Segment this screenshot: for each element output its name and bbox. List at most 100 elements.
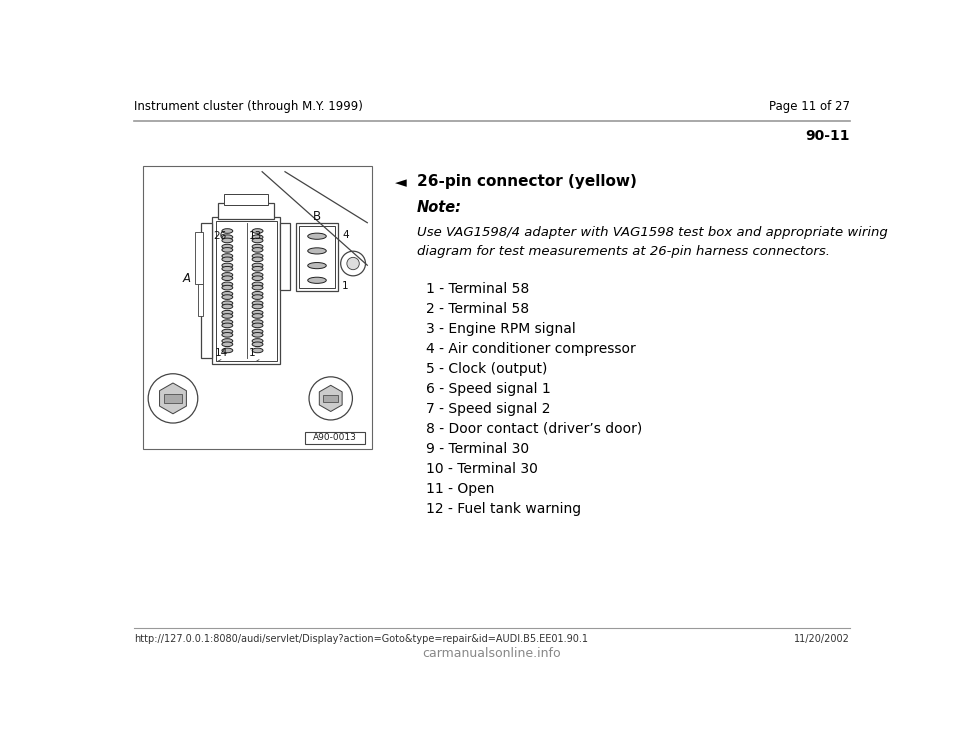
Text: 7 - Speed signal 2: 7 - Speed signal 2 — [426, 401, 551, 416]
Ellipse shape — [222, 254, 232, 258]
Ellipse shape — [252, 348, 263, 352]
Text: 10 - Terminal 30: 10 - Terminal 30 — [426, 462, 538, 476]
Ellipse shape — [252, 342, 263, 347]
Ellipse shape — [222, 329, 232, 334]
Text: A: A — [182, 272, 190, 286]
Text: Page 11 of 27: Page 11 of 27 — [769, 100, 850, 113]
Bar — [218, 203, 275, 219]
Text: 9 - Terminal 30: 9 - Terminal 30 — [426, 441, 529, 456]
Ellipse shape — [222, 272, 232, 278]
Text: A90-0013: A90-0013 — [313, 433, 356, 442]
Ellipse shape — [252, 301, 263, 306]
Ellipse shape — [252, 282, 263, 286]
Text: 11/20/2002: 11/20/2002 — [794, 634, 850, 644]
Text: 90-11: 90-11 — [805, 129, 850, 143]
Ellipse shape — [252, 257, 263, 262]
Text: 1 - Terminal 58: 1 - Terminal 58 — [426, 281, 529, 295]
Ellipse shape — [308, 233, 326, 240]
Ellipse shape — [252, 263, 263, 268]
Ellipse shape — [252, 235, 263, 240]
Ellipse shape — [252, 272, 263, 278]
Ellipse shape — [252, 276, 263, 280]
Text: 26-pin connector (yellow): 26-pin connector (yellow) — [417, 174, 636, 188]
Ellipse shape — [222, 248, 232, 252]
Ellipse shape — [222, 295, 232, 299]
Text: Use VAG1598/4 adapter with VAG1598 test box and appropriate wiring
diagram for t: Use VAG1598/4 adapter with VAG1598 test … — [417, 226, 888, 257]
Text: 4: 4 — [342, 231, 348, 240]
Bar — [216, 221, 276, 361]
FancyBboxPatch shape — [305, 432, 365, 444]
Bar — [201, 223, 212, 358]
Circle shape — [347, 257, 359, 269]
Ellipse shape — [222, 235, 232, 240]
Text: 14: 14 — [215, 348, 228, 358]
Text: 12 - Fuel tank warning: 12 - Fuel tank warning — [426, 502, 581, 516]
Polygon shape — [159, 383, 186, 414]
Text: carmanualsonline.info: carmanualsonline.info — [422, 646, 562, 660]
Circle shape — [341, 252, 366, 276]
Ellipse shape — [222, 323, 232, 328]
Bar — [195, 232, 203, 284]
Text: 11 - Open: 11 - Open — [426, 482, 494, 496]
Circle shape — [148, 374, 198, 423]
Ellipse shape — [222, 304, 232, 309]
Text: 26: 26 — [213, 231, 227, 241]
Text: 8 - Door contact (driver’s door): 8 - Door contact (driver’s door) — [426, 421, 642, 436]
Text: http://127.0.0.1:8080/audi/servlet/Display?action=Goto&type=repair&id=AUDI.B5.EE: http://127.0.0.1:8080/audi/servlet/Displ… — [134, 634, 588, 644]
Ellipse shape — [222, 301, 232, 306]
Ellipse shape — [222, 292, 232, 296]
Ellipse shape — [252, 266, 263, 271]
Circle shape — [309, 377, 352, 420]
Text: 3 - Engine RPM signal: 3 - Engine RPM signal — [426, 321, 576, 335]
Text: 13: 13 — [249, 231, 262, 241]
Ellipse shape — [252, 238, 263, 243]
Ellipse shape — [252, 229, 263, 233]
Bar — [297, 223, 338, 291]
Bar — [143, 166, 372, 450]
Ellipse shape — [308, 248, 326, 254]
Ellipse shape — [252, 286, 263, 290]
Ellipse shape — [252, 292, 263, 296]
Ellipse shape — [222, 286, 232, 290]
Ellipse shape — [252, 310, 263, 315]
Ellipse shape — [222, 276, 232, 280]
Bar — [163, 394, 182, 403]
Ellipse shape — [252, 338, 263, 344]
Ellipse shape — [308, 278, 326, 283]
Ellipse shape — [252, 332, 263, 337]
Ellipse shape — [252, 244, 263, 249]
Ellipse shape — [222, 348, 232, 352]
Ellipse shape — [222, 338, 232, 344]
Bar — [280, 223, 290, 289]
Text: 4 - Air conditioner compressor: 4 - Air conditioner compressor — [426, 341, 636, 355]
Polygon shape — [320, 385, 342, 412]
Ellipse shape — [222, 332, 232, 337]
Text: 1: 1 — [249, 348, 255, 358]
Ellipse shape — [222, 244, 232, 249]
Ellipse shape — [222, 229, 232, 233]
Ellipse shape — [252, 329, 263, 334]
Ellipse shape — [222, 310, 232, 315]
Text: Instrument cluster (through M.Y. 1999): Instrument cluster (through M.Y. 1999) — [134, 100, 363, 113]
Bar — [198, 284, 203, 316]
Ellipse shape — [222, 238, 232, 243]
Ellipse shape — [252, 323, 263, 328]
Ellipse shape — [252, 295, 263, 299]
Ellipse shape — [252, 314, 263, 318]
Text: Note:: Note: — [417, 200, 462, 215]
Ellipse shape — [222, 282, 232, 286]
Ellipse shape — [252, 320, 263, 324]
Ellipse shape — [252, 254, 263, 258]
Text: B: B — [313, 211, 321, 223]
Ellipse shape — [222, 320, 232, 324]
Text: 6 - Speed signal 1: 6 - Speed signal 1 — [426, 381, 551, 395]
Ellipse shape — [252, 248, 263, 252]
Ellipse shape — [222, 263, 232, 268]
Text: ◄: ◄ — [396, 175, 407, 190]
Ellipse shape — [252, 304, 263, 309]
Bar — [299, 226, 335, 288]
Text: 1: 1 — [342, 281, 348, 292]
Ellipse shape — [222, 266, 232, 271]
Ellipse shape — [222, 257, 232, 262]
Ellipse shape — [222, 314, 232, 318]
